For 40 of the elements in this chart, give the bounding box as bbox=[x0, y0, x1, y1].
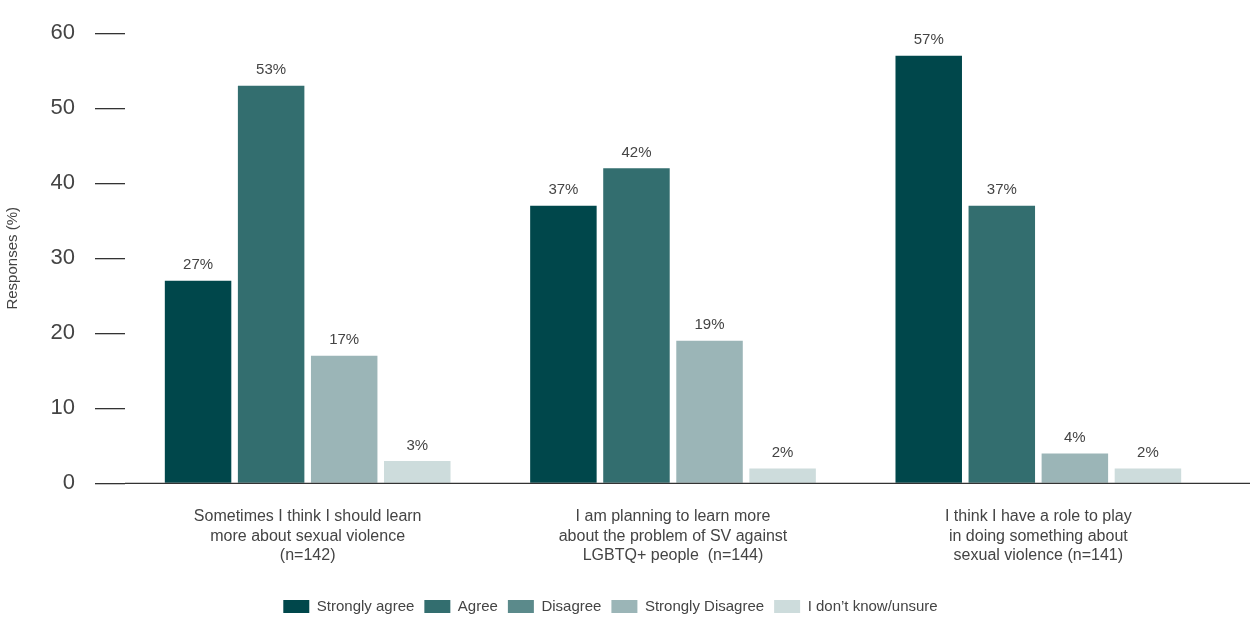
data-label: 4% bbox=[1064, 428, 1086, 446]
bar bbox=[1114, 468, 1182, 483]
bar bbox=[676, 340, 743, 483]
x-tick-label: I think I have a role to play in doing something about sexual violence (n=141) bbox=[944, 507, 1132, 563]
bar bbox=[530, 205, 597, 483]
legend-label: I don’t know/unsure bbox=[807, 596, 938, 614]
data-label: 57% bbox=[913, 30, 944, 48]
x-tick-label: Sometimes I think I should learn more about sexual violence (n=142) bbox=[193, 507, 422, 563]
x-tick-label: I am planning to learn more about the problem of SV against LGBTQ+ people (n=144) bbox=[558, 507, 788, 563]
data-label: 2% bbox=[1137, 443, 1159, 461]
y-tick-label: 60 bbox=[50, 19, 75, 45]
y-tick-label: 10 bbox=[50, 394, 75, 420]
data-label: 37% bbox=[548, 180, 579, 198]
bar bbox=[603, 168, 670, 483]
data-label: 53% bbox=[256, 60, 287, 78]
y-axis-title: Responses (%) bbox=[3, 207, 21, 310]
bar bbox=[968, 205, 1036, 483]
data-label: 17% bbox=[329, 330, 360, 348]
bar bbox=[237, 85, 305, 483]
bar bbox=[1041, 453, 1109, 483]
legend-label: Strongly Disagree bbox=[644, 596, 765, 614]
y-tick-label: 20 bbox=[50, 319, 75, 345]
y-tick-label: 0 bbox=[62, 469, 75, 495]
data-label: 42% bbox=[621, 142, 652, 160]
data-label: 19% bbox=[694, 315, 725, 333]
legend-label: Agree bbox=[457, 596, 498, 614]
legend-label: Strongly agree bbox=[316, 596, 415, 614]
y-tick-label: 40 bbox=[50, 169, 75, 195]
bar bbox=[384, 460, 451, 483]
data-label: 27% bbox=[183, 255, 214, 273]
bar bbox=[164, 280, 232, 483]
data-label: 3% bbox=[406, 435, 429, 453]
bar bbox=[749, 468, 816, 483]
data-label: 37% bbox=[986, 180, 1017, 198]
bar bbox=[310, 355, 378, 483]
data-label: 2% bbox=[771, 443, 794, 461]
legend-label: Disagree bbox=[541, 596, 602, 614]
bar bbox=[895, 55, 962, 483]
y-tick-label: 50 bbox=[50, 94, 75, 120]
y-tick-label: 30 bbox=[50, 244, 75, 270]
